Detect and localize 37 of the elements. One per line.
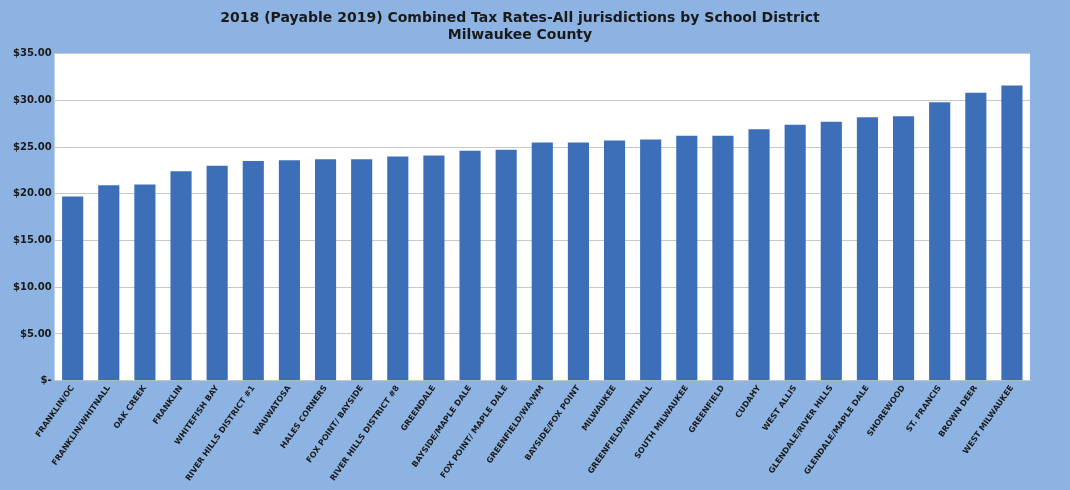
bar — [134, 184, 156, 381]
bar — [206, 165, 228, 381]
bar — [965, 92, 987, 381]
chart-subtitle: Milwaukee County — [447, 25, 593, 42]
bar — [784, 124, 806, 381]
bar — [314, 159, 337, 381]
bar — [98, 185, 120, 381]
bar — [459, 150, 481, 381]
bar — [531, 142, 553, 381]
bar — [242, 161, 264, 381]
bar — [640, 139, 662, 381]
bar — [387, 156, 409, 381]
bar — [1001, 85, 1023, 381]
y-tick-label: $25.00 — [13, 140, 52, 152]
bar — [423, 155, 445, 381]
bar — [676, 135, 698, 381]
bar — [495, 149, 517, 381]
chart-title: 2018 (Payable 2019) Combined Tax Rates-All jurisdictions by School District — [220, 9, 820, 26]
y-tick-label: $35.00 — [13, 47, 52, 59]
bar — [351, 159, 373, 381]
bar — [603, 140, 626, 381]
y-tick-label: $20.00 — [13, 187, 52, 199]
bar — [712, 135, 734, 381]
bar — [170, 171, 192, 381]
bar — [892, 116, 915, 381]
y-tick-label: $15.00 — [13, 234, 52, 246]
bar — [929, 102, 951, 381]
bar — [62, 196, 84, 381]
y-tick-label: $10.00 — [13, 280, 52, 292]
y-tick-label: $- — [40, 374, 52, 386]
bar — [856, 117, 878, 381]
bar — [748, 129, 770, 381]
y-tick-label: $30.00 — [13, 93, 52, 105]
bar — [278, 160, 300, 381]
y-tick-label: $5.00 — [19, 327, 52, 339]
bar — [567, 142, 589, 381]
bar — [820, 121, 842, 381]
